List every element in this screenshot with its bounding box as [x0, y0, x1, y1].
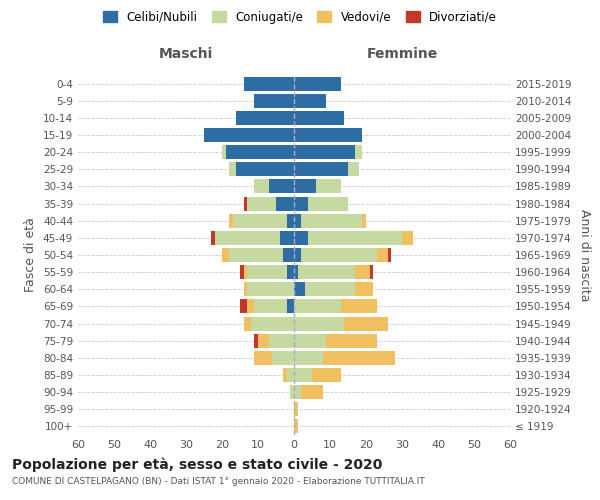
Y-axis label: Fasce di età: Fasce di età — [25, 218, 37, 292]
Bar — [247, 196, 276, 210]
Bar — [388, 248, 391, 262]
Bar — [236, 162, 294, 176]
Bar — [254, 94, 294, 108]
Bar — [294, 402, 298, 416]
Bar — [305, 282, 355, 296]
Bar — [323, 351, 395, 365]
Bar — [294, 214, 301, 228]
Bar — [233, 214, 287, 228]
Bar — [301, 385, 323, 399]
Bar — [355, 145, 362, 159]
Bar — [294, 111, 344, 125]
Bar — [211, 231, 215, 245]
Bar — [308, 196, 348, 210]
Bar — [280, 231, 294, 245]
Bar — [236, 111, 294, 125]
Bar — [294, 248, 301, 262]
Bar — [348, 162, 359, 176]
Bar — [254, 351, 272, 365]
Bar — [294, 316, 344, 330]
Bar — [294, 231, 308, 245]
Bar — [244, 265, 247, 279]
Bar — [316, 180, 341, 194]
Bar — [294, 300, 341, 314]
Bar — [290, 385, 294, 399]
Y-axis label: Anni di nascita: Anni di nascita — [578, 209, 591, 301]
Bar — [254, 300, 287, 314]
Bar — [226, 145, 294, 159]
Bar — [301, 214, 362, 228]
Bar — [244, 196, 247, 210]
Bar — [370, 265, 373, 279]
Bar — [312, 368, 341, 382]
Bar — [229, 162, 236, 176]
Bar — [294, 196, 308, 210]
Bar — [362, 214, 366, 228]
Bar — [294, 162, 348, 176]
Bar — [294, 128, 362, 142]
Bar — [240, 265, 244, 279]
Bar — [254, 334, 258, 347]
Bar — [402, 231, 413, 245]
Legend: Celibi/Nubili, Coniugati/e, Vedovi/e, Divorziati/e: Celibi/Nubili, Coniugati/e, Vedovi/e, Di… — [98, 6, 502, 28]
Bar — [287, 265, 294, 279]
Bar — [294, 385, 301, 399]
Bar — [287, 300, 294, 314]
Bar — [222, 145, 226, 159]
Bar — [294, 368, 312, 382]
Bar — [247, 300, 254, 314]
Bar — [247, 282, 294, 296]
Bar — [308, 231, 402, 245]
Text: Popolazione per età, sesso e stato civile - 2020: Popolazione per età, sesso e stato civil… — [12, 458, 382, 472]
Text: Maschi: Maschi — [159, 48, 213, 62]
Bar — [294, 180, 316, 194]
Bar — [204, 128, 294, 142]
Bar — [301, 248, 377, 262]
Bar — [355, 265, 370, 279]
Bar — [341, 300, 377, 314]
Bar — [222, 248, 229, 262]
Bar — [294, 282, 305, 296]
Bar — [229, 214, 233, 228]
Bar — [287, 368, 294, 382]
Text: COMUNE DI CASTELPAGANO (BN) - Dati ISTAT 1° gennaio 2020 - Elaborazione TUTTITAL: COMUNE DI CASTELPAGANO (BN) - Dati ISTAT… — [12, 478, 425, 486]
Bar — [244, 76, 294, 90]
Bar — [215, 231, 280, 245]
Bar — [283, 368, 287, 382]
Bar — [294, 420, 298, 434]
Bar — [283, 248, 294, 262]
Bar — [269, 180, 294, 194]
Bar — [344, 316, 388, 330]
Text: Femmine: Femmine — [367, 48, 437, 62]
Bar — [251, 316, 294, 330]
Bar — [294, 145, 355, 159]
Bar — [355, 282, 373, 296]
Bar — [326, 334, 377, 347]
Bar — [240, 300, 247, 314]
Bar — [254, 180, 269, 194]
Bar — [287, 214, 294, 228]
Bar — [377, 248, 388, 262]
Bar — [294, 334, 326, 347]
Bar — [229, 248, 283, 262]
Bar — [294, 351, 323, 365]
Bar — [298, 265, 355, 279]
Bar — [276, 196, 294, 210]
Bar — [244, 282, 247, 296]
Bar — [269, 334, 294, 347]
Bar — [294, 94, 326, 108]
Bar — [294, 76, 341, 90]
Bar — [272, 351, 294, 365]
Bar — [258, 334, 269, 347]
Bar — [247, 265, 287, 279]
Bar — [244, 316, 251, 330]
Bar — [294, 265, 298, 279]
